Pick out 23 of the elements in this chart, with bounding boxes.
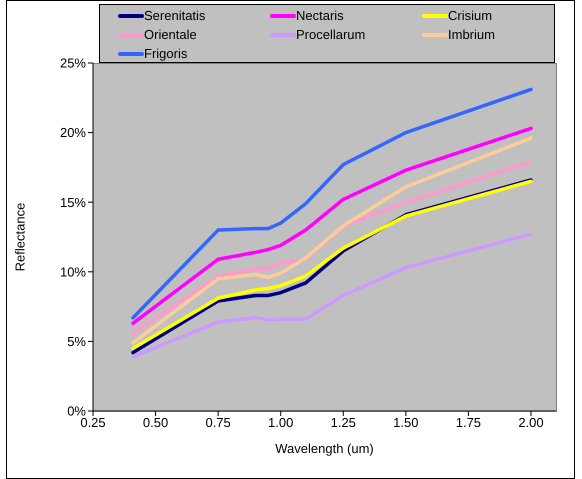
legend-label: Imbrium bbox=[448, 26, 495, 44]
legend-label: Crisium bbox=[448, 7, 492, 25]
legend-label: Nectaris bbox=[296, 7, 344, 25]
x-tick-label: 0.50 bbox=[142, 415, 168, 430]
x-axis-title: Wavelength (um) bbox=[275, 441, 374, 456]
legend-label: Serenitatis bbox=[144, 7, 206, 25]
x-tick-label: 2.00 bbox=[518, 415, 544, 430]
line-series bbox=[131, 232, 533, 358]
x-tick-label: 1.50 bbox=[393, 415, 418, 430]
y-tick-label: 20% bbox=[60, 125, 86, 140]
x-tick-label: 0.75 bbox=[205, 415, 231, 430]
x-tick-label: 1.00 bbox=[268, 415, 294, 430]
line-series bbox=[131, 88, 533, 320]
x-tick-label: 1.25 bbox=[330, 415, 356, 430]
y-tick-label: 10% bbox=[60, 264, 86, 280]
y-tick-label: 5% bbox=[67, 334, 86, 350]
x-tick-label: 1.75 bbox=[456, 415, 482, 430]
legend-label: Orientale bbox=[144, 26, 197, 44]
y-tick-label: 15% bbox=[60, 194, 86, 210]
legend-label: Procellarum bbox=[296, 26, 366, 44]
legend-label: Frigoris bbox=[144, 45, 188, 63]
y-axis-title: Reflectance bbox=[12, 202, 28, 272]
y-tick-label: 25% bbox=[60, 56, 86, 71]
